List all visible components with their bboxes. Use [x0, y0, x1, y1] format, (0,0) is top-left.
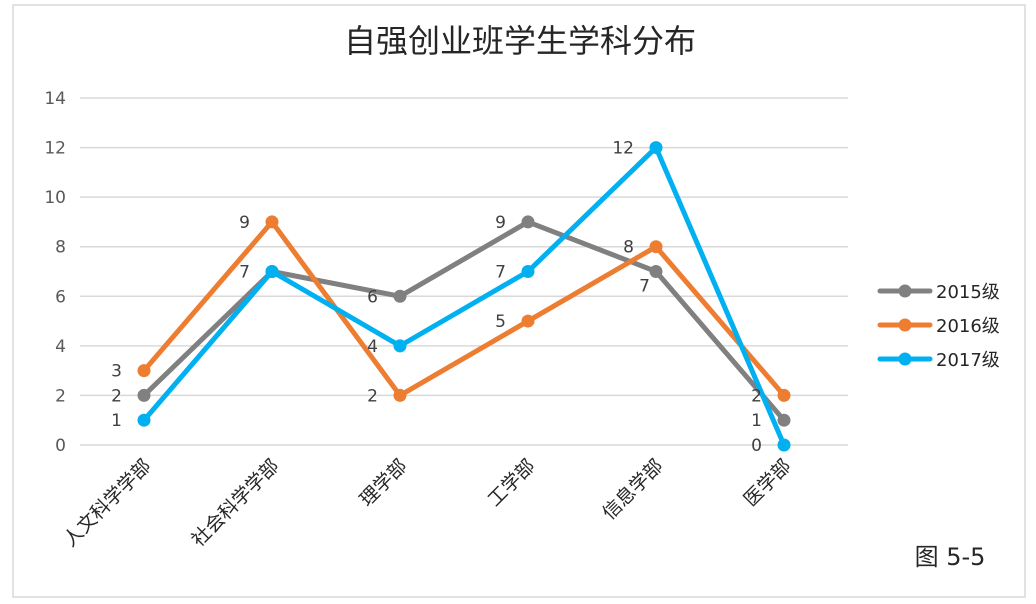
legend-swatch-marker	[898, 284, 912, 298]
data-label: 2	[751, 386, 762, 406]
data-point	[777, 388, 791, 402]
series-line-1	[141, 219, 787, 398]
data-label: 12	[612, 139, 634, 159]
data-label: 1	[751, 411, 762, 431]
data-point	[137, 388, 151, 402]
data-label: 0	[751, 436, 762, 456]
data-point	[393, 289, 407, 303]
data-point	[777, 413, 791, 427]
series-line-0	[141, 219, 787, 423]
data-label: 5	[495, 312, 506, 332]
data-point	[393, 339, 407, 353]
series-lines	[137, 141, 791, 452]
data-point	[777, 438, 791, 452]
legend-swatch-marker	[898, 352, 912, 366]
y-tick-label: 2	[55, 386, 66, 406]
data-label: 8	[623, 238, 634, 258]
data-label: 2	[111, 386, 122, 406]
legend-entry-label: 2015级	[936, 282, 1000, 303]
figure-caption: 图 5-5	[915, 543, 986, 571]
data-point	[521, 265, 535, 278]
y-tick-label: 8	[55, 238, 66, 258]
y-tick-label: 6	[55, 287, 66, 307]
data-point	[521, 314, 535, 328]
data-point	[265, 265, 279, 278]
y-tick-label: 0	[55, 436, 66, 456]
data-point	[649, 141, 663, 155]
data-label: 7	[495, 263, 506, 283]
data-label: 1	[111, 411, 122, 431]
data-point	[649, 265, 663, 278]
chart-frame	[12, 4, 1026, 598]
data-label: 9	[239, 213, 250, 233]
y-tick-label: 12	[44, 139, 66, 159]
data-point	[649, 240, 663, 254]
data-label: 4	[367, 337, 378, 357]
y-tick-label: 14	[44, 89, 66, 109]
data-point	[265, 215, 279, 229]
data-label: 2	[367, 386, 378, 406]
legend-entry-label: 2017级	[936, 350, 1000, 371]
data-label: 6	[367, 287, 378, 307]
legend: 2015级 2016级 2017级	[877, 282, 1000, 371]
chart-title: 自强创业班学生学科分布	[344, 22, 696, 60]
y-axis-ticks: 0 2 4 6 8 10 12 14	[44, 89, 66, 456]
data-point	[393, 388, 407, 402]
legend-swatch-marker	[898, 318, 912, 332]
data-labels: 2 7 6 9 7 1 3 9 2 5 8 2 1 4 7 12 0	[111, 139, 762, 456]
y-tick-label: 10	[44, 188, 66, 208]
data-label: 9	[495, 213, 506, 233]
data-point	[521, 215, 535, 229]
series-line-2	[141, 145, 787, 448]
data-label: 7	[239, 263, 250, 283]
legend-entry-label: 2016级	[936, 316, 1000, 337]
data-label: 3	[111, 362, 122, 382]
y-tick-label: 4	[55, 337, 66, 357]
data-label: 7	[639, 277, 650, 297]
data-point	[137, 413, 151, 427]
data-point	[137, 364, 151, 378]
